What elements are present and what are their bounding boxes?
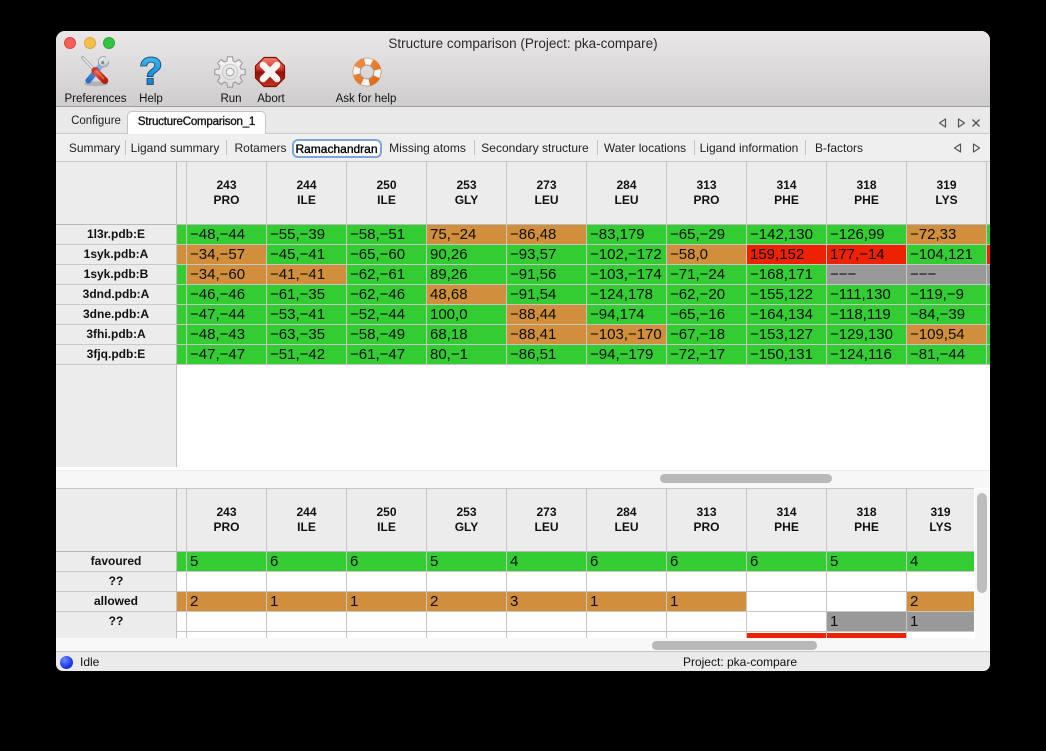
svg-text:?: ?	[139, 53, 162, 93]
